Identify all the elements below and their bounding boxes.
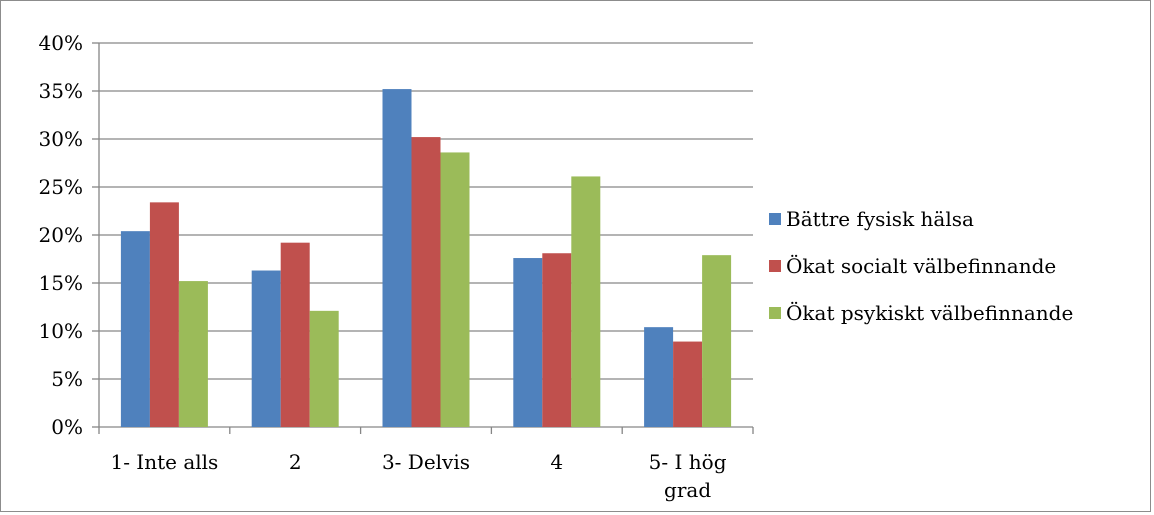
bar-2-5 (673, 341, 703, 427)
axis-labels: 0% 5% 10% 15% 20% 25% 30% 35% 40% 1- Inte alls 2 3-… (39, 31, 727, 502)
y-tick-label: 30% (39, 127, 83, 151)
legend-item: Ökat socialt välbefinnande (769, 253, 1056, 278)
x-category-label: 3- Delvis (382, 450, 470, 474)
bar-1-4 (513, 258, 543, 427)
y-tick-label: 0% (51, 415, 83, 439)
x-category-label: 4 (550, 450, 563, 474)
bars (120, 89, 732, 427)
y-tick-label: 40% (39, 31, 83, 55)
legend: Bättre fysisk hälsa Ökat socialt välbefin… (769, 207, 1073, 325)
bar-3-5 (702, 255, 732, 427)
x-category-label: 5- I hög (649, 450, 727, 474)
bar-2-4 (542, 253, 572, 427)
bar-3-3 (440, 152, 470, 427)
bar-2-1 (149, 202, 179, 427)
y-tick-label: 10% (39, 319, 83, 343)
legend-item: Ökat psykiskt välbefinnande (769, 300, 1073, 325)
bar-2-2 (280, 242, 310, 427)
bar-3-4 (571, 176, 601, 427)
bar-1-5 (644, 327, 674, 427)
y-tick-label: 25% (39, 175, 83, 199)
x-category-label: 1- Inte alls (110, 450, 218, 474)
legend-item: Bättre fysisk hälsa (769, 207, 974, 231)
legend-swatch (769, 307, 781, 319)
bar-3-1 (178, 281, 208, 427)
bar-3-2 (309, 310, 339, 427)
y-tick-label: 15% (39, 271, 83, 295)
axes (92, 42, 754, 434)
legend-label: Bättre fysisk hälsa (786, 207, 974, 231)
x-category-label: 2 (289, 450, 302, 474)
x-category-label: grad (664, 478, 711, 502)
legend-swatch (769, 260, 781, 272)
y-tick-label: 20% (39, 223, 83, 247)
y-tick-label: 5% (51, 367, 83, 391)
y-tick-label: 35% (39, 79, 83, 103)
bar-1-1 (120, 231, 150, 427)
legend-swatch (769, 213, 781, 225)
bar-1-2 (251, 270, 281, 427)
legend-label: Ökat socialt välbefinnande (786, 253, 1056, 278)
bar-2-3 (411, 137, 441, 427)
legend-label: Ökat psykiskt välbefinnande (786, 300, 1073, 325)
bar-1-3 (382, 89, 412, 427)
